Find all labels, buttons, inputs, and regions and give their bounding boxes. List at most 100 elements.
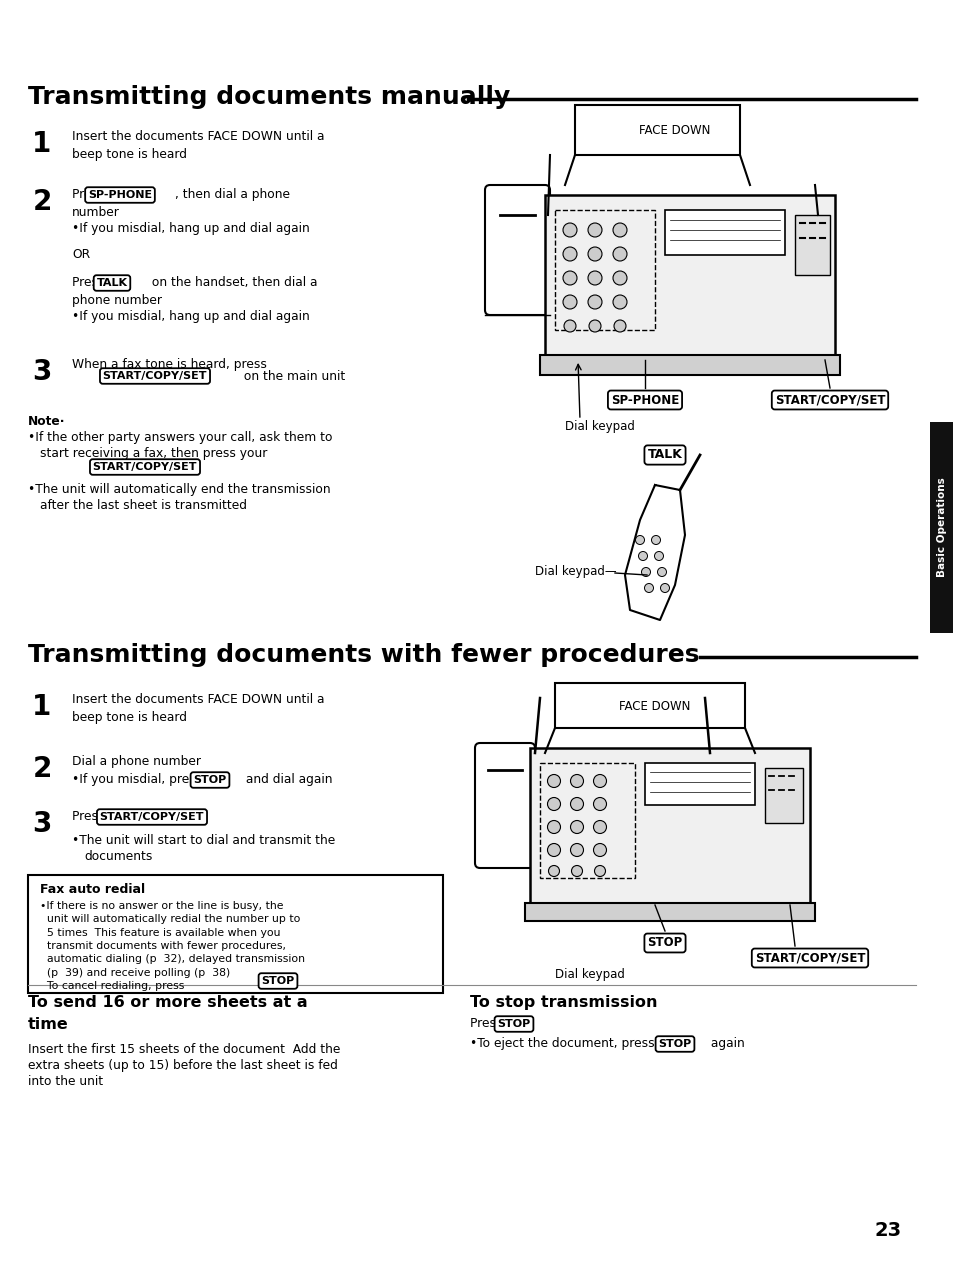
Circle shape: [547, 798, 560, 810]
Text: TALK: TALK: [96, 278, 128, 288]
Circle shape: [571, 865, 582, 876]
Text: STOP: STOP: [647, 936, 682, 950]
Text: start receiving a fax, then press your: start receiving a fax, then press your: [40, 447, 267, 460]
Text: •If there is no answer or the line is busy, the
  unit will automatically redial: •If there is no answer or the line is bu…: [40, 900, 305, 991]
Circle shape: [644, 583, 653, 593]
Circle shape: [593, 798, 606, 810]
Circle shape: [593, 820, 606, 833]
Circle shape: [562, 246, 577, 262]
Circle shape: [570, 820, 583, 833]
Circle shape: [570, 798, 583, 810]
Circle shape: [651, 536, 659, 545]
Circle shape: [657, 568, 666, 577]
Text: •The unit will start to dial and transmit the: •The unit will start to dial and transmi…: [71, 834, 335, 847]
Circle shape: [562, 224, 577, 237]
Circle shape: [614, 320, 625, 331]
Circle shape: [587, 224, 601, 237]
Circle shape: [593, 775, 606, 787]
Text: Dial keypad: Dial keypad: [555, 968, 624, 980]
Text: FACE DOWN: FACE DOWN: [618, 700, 690, 712]
Text: SP-PHONE: SP-PHONE: [88, 190, 152, 199]
Text: Press: Press: [470, 1017, 506, 1030]
Text: 1: 1: [32, 693, 51, 721]
Text: Insert the documents FACE DOWN until a: Insert the documents FACE DOWN until a: [71, 130, 324, 144]
Text: OR: OR: [71, 248, 90, 262]
Circle shape: [638, 551, 647, 560]
Circle shape: [640, 568, 650, 577]
Text: STOP: STOP: [497, 1019, 530, 1029]
Text: documents: documents: [84, 850, 152, 864]
Text: Dial a phone number: Dial a phone number: [71, 754, 201, 768]
Text: START/COPY/SET: START/COPY/SET: [774, 394, 884, 406]
Text: •If you misdial, hang up and dial again: •If you misdial, hang up and dial again: [71, 310, 310, 323]
Bar: [644, 763, 754, 805]
Text: , then dial a phone: , then dial a phone: [174, 188, 290, 201]
Text: into the unit: into the unit: [28, 1074, 103, 1088]
Text: START/COPY/SET: START/COPY/SET: [103, 371, 207, 381]
Text: START/COPY/SET: START/COPY/SET: [754, 951, 864, 964]
Text: time: time: [28, 1017, 69, 1033]
Circle shape: [570, 843, 583, 856]
Text: •If you misdial, press: •If you misdial, press: [71, 773, 206, 786]
Text: 2: 2: [32, 754, 51, 784]
Circle shape: [613, 271, 626, 284]
Circle shape: [587, 271, 601, 284]
Text: Fax auto redial: Fax auto redial: [40, 883, 145, 897]
Text: Transmitting documents manually: Transmitting documents manually: [28, 85, 510, 109]
Circle shape: [593, 843, 606, 856]
Text: beep tone is heard: beep tone is heard: [71, 149, 187, 161]
Bar: [524, 903, 814, 921]
Text: number: number: [71, 206, 120, 218]
Bar: [28, 875, 442, 993]
Text: 2: 2: [32, 188, 51, 216]
Circle shape: [659, 583, 669, 593]
Text: To stop transmission: To stop transmission: [470, 994, 657, 1010]
Circle shape: [635, 536, 644, 545]
Circle shape: [562, 271, 577, 284]
Circle shape: [547, 775, 560, 787]
Circle shape: [587, 246, 601, 262]
Text: 3: 3: [32, 358, 51, 386]
Text: on the main unit: on the main unit: [240, 370, 345, 384]
Circle shape: [547, 843, 560, 856]
Text: Press: Press: [71, 810, 109, 823]
Text: Basic Operations: Basic Operations: [936, 478, 946, 578]
Bar: [929, 422, 953, 632]
Text: •If you misdial, hang up and dial again: •If you misdial, hang up and dial again: [71, 222, 310, 235]
Text: 3: 3: [32, 810, 51, 838]
Circle shape: [587, 295, 601, 309]
Text: 1: 1: [32, 130, 51, 157]
Bar: [539, 763, 635, 878]
Text: Insert the first 15 sheets of the document  Add the: Insert the first 15 sheets of the docume…: [28, 1043, 340, 1055]
Circle shape: [613, 224, 626, 237]
Text: STOP: STOP: [261, 977, 294, 986]
Text: Press: Press: [71, 276, 109, 290]
Circle shape: [588, 320, 600, 331]
Text: START/COPY/SET: START/COPY/SET: [92, 462, 197, 472]
Text: Insert the documents FACE DOWN until a: Insert the documents FACE DOWN until a: [71, 693, 324, 706]
Circle shape: [594, 865, 605, 876]
Circle shape: [547, 820, 560, 833]
Text: extra sheets (up to 15) before the last sheet is fed: extra sheets (up to 15) before the last …: [28, 1059, 337, 1072]
Text: Transmitting documents with fewer procedures: Transmitting documents with fewer proced…: [28, 643, 699, 667]
Text: STOP: STOP: [658, 1039, 691, 1049]
Bar: [539, 356, 840, 375]
Text: •The unit will automatically end the transmission: •The unit will automatically end the tra…: [28, 483, 331, 497]
Text: Dial keypad—: Dial keypad—: [535, 565, 616, 578]
Bar: [555, 210, 655, 330]
Circle shape: [613, 295, 626, 309]
Text: Dial keypad: Dial keypad: [564, 420, 634, 433]
Circle shape: [570, 775, 583, 787]
Text: 23: 23: [874, 1220, 901, 1240]
Bar: [664, 210, 784, 255]
Text: beep tone is heard: beep tone is heard: [71, 711, 187, 724]
Text: STOP: STOP: [193, 775, 227, 785]
Circle shape: [613, 246, 626, 262]
Text: again: again: [706, 1038, 744, 1050]
Circle shape: [562, 295, 577, 309]
Bar: [764, 768, 802, 823]
Text: To send 16 or more sheets at a: To send 16 or more sheets at a: [28, 994, 307, 1010]
Text: •To eject the document, press: •To eject the document, press: [470, 1038, 658, 1050]
Text: FACE DOWN: FACE DOWN: [639, 123, 710, 136]
Circle shape: [548, 865, 558, 876]
